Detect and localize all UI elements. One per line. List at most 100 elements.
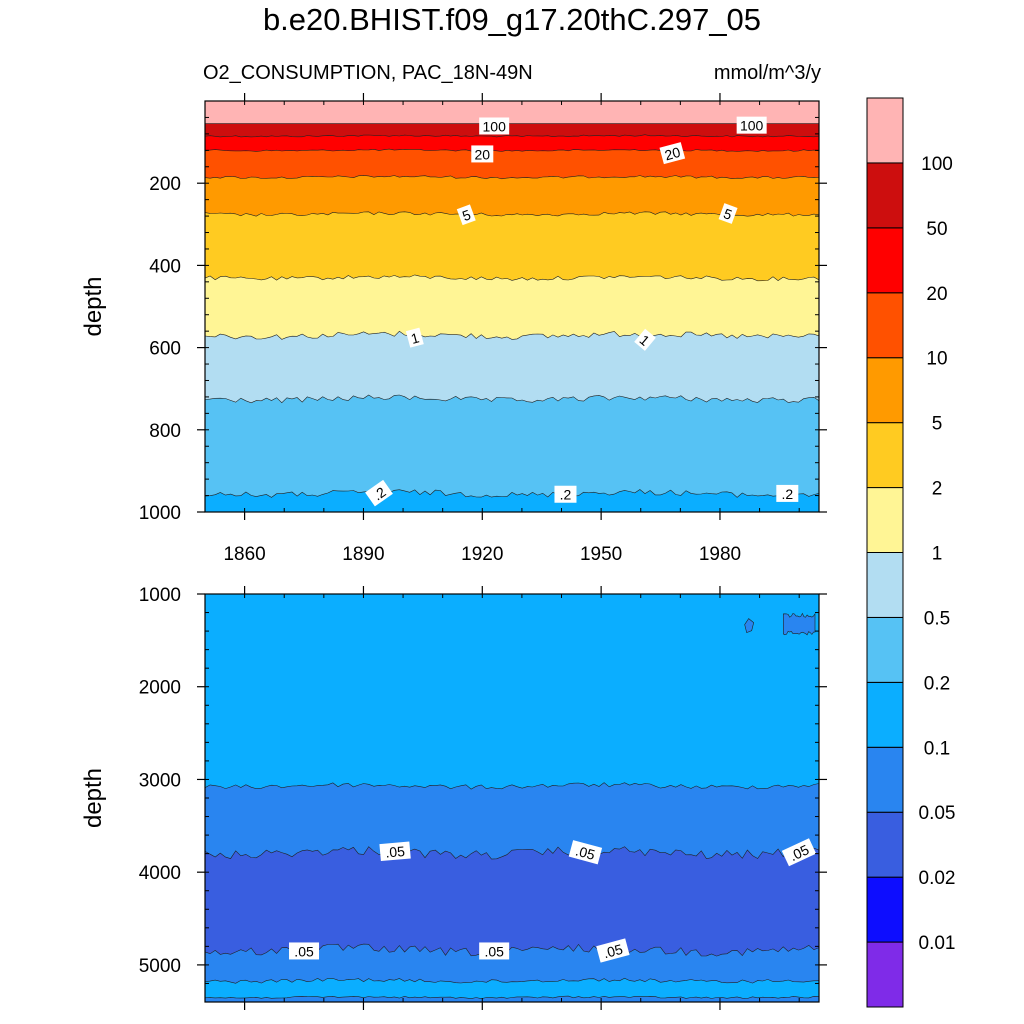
contour-line xyxy=(205,148,819,152)
x-tick-label: 1950 xyxy=(580,544,622,565)
contour-label-box xyxy=(289,942,320,960)
contour-label: 100 xyxy=(736,116,767,134)
y-tick-label: 1000 xyxy=(139,585,181,606)
contour-label: .05 xyxy=(568,840,603,865)
y-tick-label: 3000 xyxy=(139,770,181,791)
contour-label: 1 xyxy=(634,328,656,351)
colorbar-label: 0.2 xyxy=(924,673,950,694)
contour-label-text: 20 xyxy=(475,146,491,162)
contour-label: .2 xyxy=(776,484,799,502)
y-tick-label: 200 xyxy=(149,174,181,195)
contour-label-text: .2 xyxy=(560,487,572,503)
contour-label-box xyxy=(776,484,799,502)
y-tick-label: 600 xyxy=(149,339,181,360)
x-tick-label: 1920 xyxy=(461,544,503,565)
contour-label-text: .05 xyxy=(602,941,625,962)
contour-label: .05 xyxy=(781,838,817,867)
contour-line xyxy=(205,845,819,860)
contour-label-box xyxy=(781,838,817,867)
contour-label-box xyxy=(596,938,630,963)
contour-label: .05 xyxy=(596,938,630,963)
colorbar-label: 100 xyxy=(921,154,953,175)
colorbar: 0.01 0.02 0.05 0.1 0.2 0.5 1 2 5 10 20 50 100 xyxy=(866,97,956,1008)
contour-label: 20 xyxy=(659,142,686,165)
colorbar-label: 2 xyxy=(932,479,943,500)
colorbar-box xyxy=(866,616,904,683)
contour-patch xyxy=(744,618,755,634)
colorbar-box xyxy=(866,162,904,229)
contour-label-text: .05 xyxy=(385,843,406,861)
contour-field-upper: 100 100 20 20 5 5 1 1 .2 .2 .2 xyxy=(205,101,819,512)
x-axis xyxy=(204,586,800,1010)
colorbar-label: 0.5 xyxy=(924,608,950,629)
contour-line xyxy=(205,134,819,138)
contour-label: .05 xyxy=(479,942,510,960)
contour-label-box xyxy=(456,204,476,226)
contour-label: 5 xyxy=(718,203,738,224)
contour-label-box xyxy=(405,327,424,348)
contour-label: 20 xyxy=(471,145,494,163)
contour-label-text: 100 xyxy=(482,118,506,134)
contour-label-box xyxy=(659,142,686,165)
chart-title: b.e20.BHIST.f09_g17.20thC.297_05 xyxy=(262,2,762,37)
contour-label-text: .05 xyxy=(294,943,314,959)
colorbar-box xyxy=(866,487,904,554)
contour-label-box xyxy=(479,117,510,135)
contour-field-lower: .05 .05 .05 .05 .05 .05 xyxy=(205,594,819,1002)
contour-label-text: .05 xyxy=(787,841,812,864)
contour-line xyxy=(205,175,819,180)
contour-line xyxy=(205,330,819,340)
colorbar-label: 1 xyxy=(932,544,943,565)
y-tick-label: 2000 xyxy=(139,678,181,699)
y-axis: 1000 2000 3000 4000 5000 xyxy=(139,585,827,1003)
contour-line xyxy=(205,489,819,498)
contour-label-box xyxy=(718,203,738,224)
left-subtitle: O2_CONSUMPTION, PAC_18N-49N xyxy=(203,62,533,84)
contour-label: .2 xyxy=(365,479,393,507)
y-axis-label: depth xyxy=(80,276,107,336)
x-tick-label: 1980 xyxy=(699,544,741,565)
contour-label-text: 20 xyxy=(663,144,682,164)
contour-label-box xyxy=(554,485,577,503)
contour-label-box xyxy=(471,145,494,163)
contour-line xyxy=(205,211,819,217)
contour-line xyxy=(205,782,819,790)
contour-label-text: .05 xyxy=(574,842,597,863)
colorbar-label: 50 xyxy=(926,219,947,240)
contour-label-box xyxy=(634,328,656,351)
contour-label: 1 xyxy=(405,327,424,348)
colorbar-box xyxy=(866,292,904,359)
panel-lower: .05 .05 .05 .05 .05 .05 1000 2000 3000 4000 5000 de… xyxy=(80,585,827,1010)
contour-label-text: .05 xyxy=(484,943,504,959)
colorbar-label: 0.05 xyxy=(919,803,956,824)
colorbar-box xyxy=(866,357,904,424)
y-tick-label: 800 xyxy=(149,421,181,442)
contour-label-box xyxy=(736,116,767,134)
contour-label-box xyxy=(365,479,393,507)
colorbar-box xyxy=(866,941,904,1008)
colorbar-label: 0.1 xyxy=(924,738,950,759)
colorbar-box xyxy=(866,876,904,943)
x-tick-label: 1860 xyxy=(223,544,265,565)
y-tick-label: 4000 xyxy=(139,863,181,884)
contour-label: .05 xyxy=(289,942,320,960)
colorbar-box xyxy=(866,811,904,878)
contour-label-box xyxy=(568,840,603,865)
y-tick-label: 5000 xyxy=(139,956,181,977)
colorbar-box xyxy=(866,97,904,164)
contour-line xyxy=(205,977,819,984)
colorbar-label: 10 xyxy=(926,349,947,370)
y-tick-label: 1000 xyxy=(139,503,181,524)
colorbar-box xyxy=(866,681,904,748)
y-axis: 200 400 600 800 1000 xyxy=(139,100,827,524)
contour-band xyxy=(205,594,819,790)
contour-label-text: 100 xyxy=(740,118,764,134)
contour-patch xyxy=(782,612,816,636)
contour-line xyxy=(205,394,819,404)
contour-label: .2 xyxy=(554,485,577,503)
x-tick-label: 1890 xyxy=(342,544,384,565)
colorbar-label: 0.02 xyxy=(919,868,956,889)
colorbar-box xyxy=(866,227,904,294)
colorbar-label: 5 xyxy=(932,414,943,435)
